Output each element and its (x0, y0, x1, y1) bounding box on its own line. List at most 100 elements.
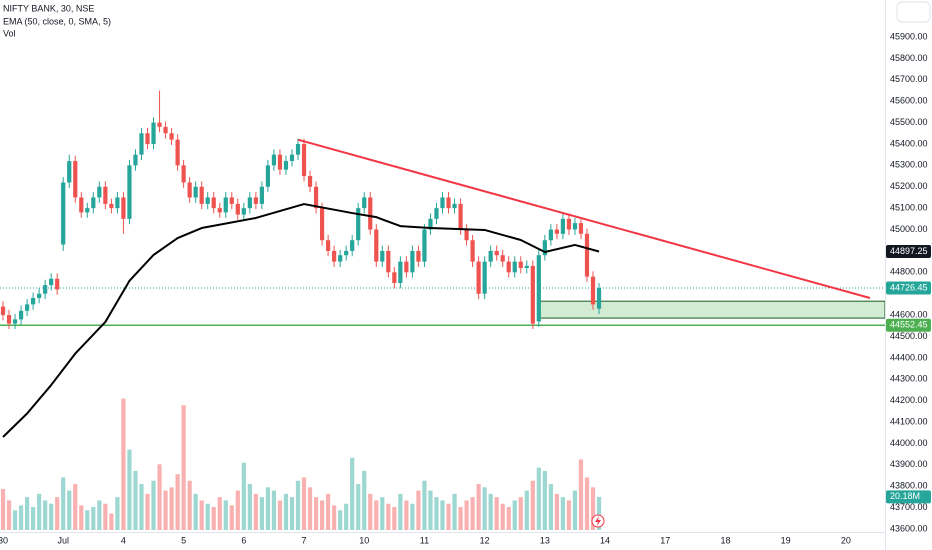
support-price-label-box (886, 318, 931, 332)
y-tick-label: 44200.00 (890, 395, 928, 405)
candle-body (386, 250, 391, 273)
volume-bar (6, 500, 12, 530)
y-tick-label: 44000.00 (890, 438, 928, 448)
volume-bar (548, 484, 553, 530)
volume-bar (380, 497, 385, 530)
volume-bar (356, 484, 361, 530)
candle-body (283, 161, 289, 170)
candle-body (265, 165, 271, 187)
volume-bar (55, 497, 60, 530)
candle-body (518, 261, 523, 269)
candle-body (121, 197, 126, 219)
volume-bar (259, 497, 264, 530)
candle-body (169, 133, 174, 140)
volume-bar (458, 507, 463, 530)
volume-bar (350, 457, 355, 530)
y-tick-label: 44600.00 (890, 309, 928, 319)
candle-body (356, 208, 361, 241)
volume-bar (578, 459, 584, 530)
volume-bar (518, 497, 523, 530)
candle-body (446, 197, 451, 209)
volume-bar (24, 497, 30, 530)
volume-bar (512, 500, 517, 530)
chart-title: NIFTY BANK, 30, NSE (3, 3, 94, 13)
volume-bar (277, 500, 283, 530)
volume-bar (145, 493, 150, 530)
candle-body (572, 223, 578, 230)
volume-bar (199, 500, 204, 530)
volume-bar (235, 490, 240, 530)
volume-bar (229, 505, 234, 530)
volume-bar (97, 500, 102, 530)
candle-body (428, 218, 433, 230)
volume-bar (374, 500, 379, 530)
candle-body (241, 208, 246, 215)
volume-bar (79, 505, 84, 530)
x-tick-label: 4 (121, 535, 126, 545)
settings-button[interactable] (896, 1, 931, 23)
candle-body (109, 203, 114, 209)
candle-body (289, 154, 295, 162)
volume-bar (18, 505, 24, 530)
volume-bar (31, 507, 36, 530)
volume-bar (440, 500, 445, 530)
candle-body (115, 197, 120, 209)
candle-body (350, 240, 355, 251)
volume-bar (211, 507, 216, 530)
volume-bar (404, 500, 409, 530)
candle-body (578, 223, 584, 234)
candle-body (193, 186, 198, 198)
candle-body (145, 133, 150, 144)
y-tick-label: 44800.00 (890, 267, 928, 277)
x-tick-label: 20 (841, 535, 851, 545)
volume-bar (428, 490, 433, 530)
candle-body (313, 186, 319, 209)
support-price-label: 44552.45 (890, 320, 928, 330)
volume-bar (596, 496, 602, 530)
candle-body (229, 197, 234, 204)
candle-body (271, 154, 277, 166)
volume-bar (398, 493, 403, 530)
candle-body (175, 139, 180, 166)
volume-bar (452, 493, 457, 530)
ema-line (2, 203, 600, 438)
y-tick-label: 45900.00 (890, 31, 928, 41)
volume-bar (61, 477, 66, 530)
candle-body (247, 197, 252, 209)
volume-bar (115, 497, 120, 530)
volume-bar (542, 470, 547, 530)
y-tick-label: 45600.00 (890, 96, 928, 106)
volume-bar (265, 487, 271, 530)
volume-bar (193, 493, 198, 530)
candle-body (404, 261, 409, 273)
candle-body (157, 122, 162, 127)
volume-bar (139, 484, 144, 530)
candle-body (49, 278, 54, 286)
candle-body (380, 250, 385, 262)
volume-bar (392, 507, 397, 530)
volume-bar (133, 470, 138, 530)
volume-bar (319, 500, 325, 530)
candle-body (338, 255, 343, 262)
volume-bar (386, 503, 391, 530)
x-tick-label: 10 (359, 535, 369, 545)
candle-body (319, 208, 325, 241)
candle-body (61, 182, 66, 245)
y-tick-label: 43900.00 (890, 459, 928, 469)
candle-body (67, 161, 72, 183)
volume-bar (590, 487, 596, 530)
candle-body (548, 229, 553, 241)
volume-bar (295, 480, 301, 530)
indicator-label: Vol (3, 28, 16, 38)
x-tick-label: 7 (302, 535, 307, 545)
candle-body (488, 250, 493, 262)
x-tick-label: 19 (781, 535, 791, 545)
candle-body (560, 218, 566, 234)
candle-body (584, 233, 590, 277)
volume-bar (151, 480, 156, 530)
volume-bar (301, 477, 307, 530)
candle-body (103, 186, 108, 204)
volume-bar (43, 500, 48, 530)
candle-body (151, 122, 156, 144)
